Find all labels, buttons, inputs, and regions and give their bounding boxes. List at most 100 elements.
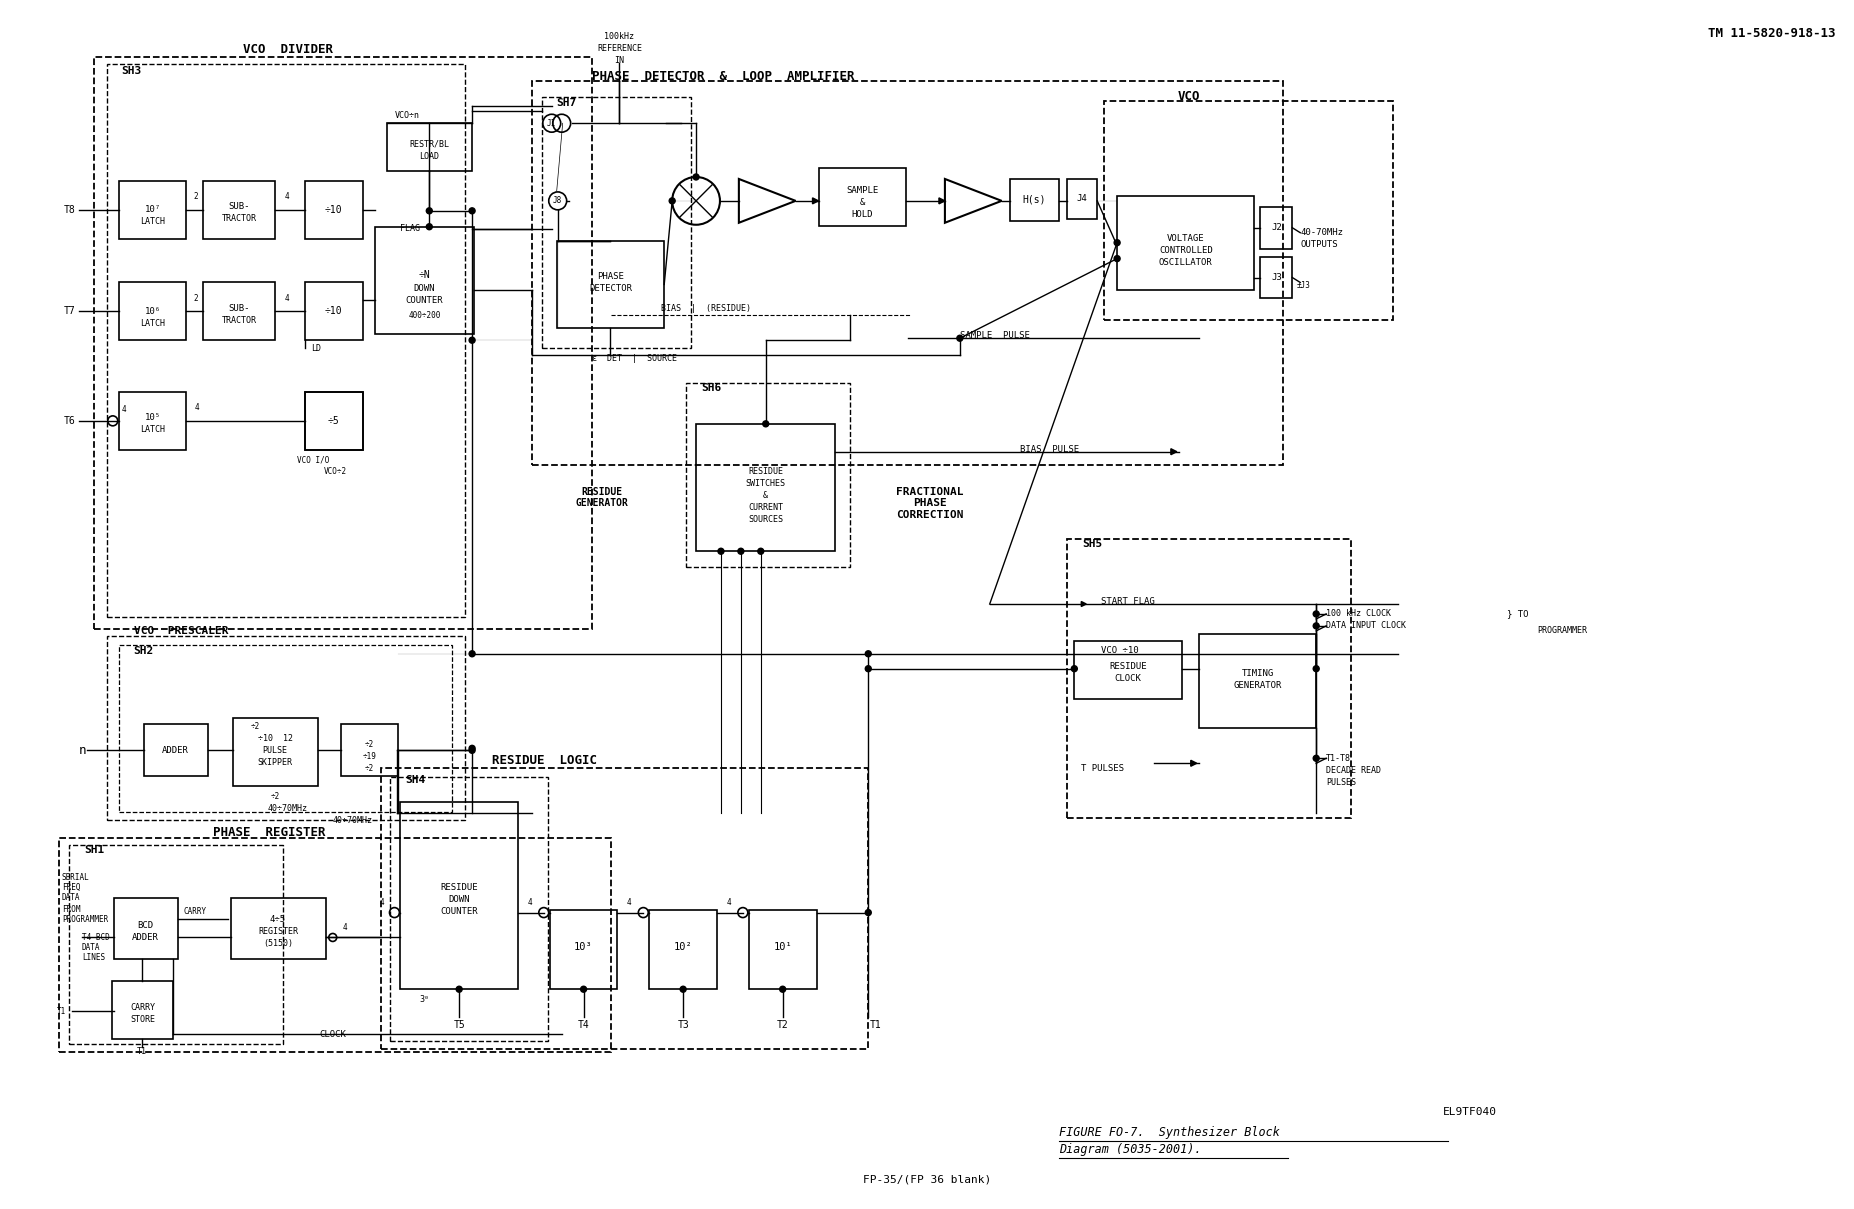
Text: 4: 4: [627, 898, 632, 907]
Bar: [304, 392, 363, 450]
Polygon shape: [1172, 449, 1177, 455]
Circle shape: [469, 747, 475, 753]
Text: FLAG: FLAG: [400, 224, 421, 233]
Text: VCO I/O: VCO I/O: [297, 455, 328, 464]
Text: 4: 4: [121, 405, 126, 415]
Bar: [95, 57, 591, 629]
Text: n: n: [78, 744, 85, 757]
Bar: [119, 181, 187, 238]
Circle shape: [866, 909, 871, 915]
Text: STORE: STORE: [130, 1014, 156, 1024]
Text: BIAS  |  (RESIDUE): BIAS | (RESIDUE): [662, 303, 751, 313]
Circle shape: [1072, 666, 1077, 672]
Text: ÷2: ÷2: [365, 764, 375, 773]
Bar: [204, 283, 274, 340]
Circle shape: [469, 746, 475, 751]
Text: ÷10: ÷10: [324, 204, 343, 215]
Text: 40÷70MHz: 40÷70MHz: [269, 804, 308, 812]
Text: FP-35/(FP 36 blank): FP-35/(FP 36 blank): [862, 1174, 992, 1185]
Text: PROGRAMMER: PROGRAMMER: [61, 915, 108, 924]
Text: 2: 2: [193, 192, 198, 202]
Text: SH1: SH1: [83, 845, 104, 855]
Bar: [113, 897, 178, 960]
Bar: [204, 181, 274, 238]
Text: SH3: SH3: [122, 66, 143, 76]
Circle shape: [469, 650, 475, 656]
Bar: [304, 283, 363, 340]
Text: LATCH: LATCH: [141, 426, 165, 434]
Text: LINES: LINES: [82, 953, 106, 962]
Bar: [304, 392, 363, 450]
Text: 10¹: 10¹: [773, 943, 792, 953]
Text: 40-70MHz: 40-70MHz: [1300, 229, 1344, 237]
Text: ±J3: ±J3: [1296, 280, 1311, 290]
Text: SKIPPER: SKIPPER: [258, 758, 293, 767]
Text: 4: 4: [195, 404, 200, 412]
Text: T5: T5: [452, 1020, 465, 1030]
Bar: [108, 64, 465, 617]
Text: CONTROLLED: CONTROLLED: [1159, 247, 1213, 255]
Bar: [1261, 207, 1292, 249]
Circle shape: [1313, 666, 1320, 672]
Text: (5150): (5150): [263, 939, 293, 948]
Circle shape: [866, 650, 871, 656]
Bar: [380, 768, 868, 1049]
Polygon shape: [1190, 760, 1196, 767]
Bar: [111, 982, 174, 1039]
Bar: [541, 98, 692, 348]
Polygon shape: [1081, 602, 1086, 607]
Bar: [1010, 179, 1059, 221]
Circle shape: [957, 335, 962, 341]
Bar: [1105, 102, 1392, 320]
Bar: [1068, 539, 1352, 818]
Text: T1: T1: [870, 1020, 881, 1030]
Text: ÷2: ÷2: [365, 740, 375, 748]
Text: J8: J8: [552, 196, 562, 206]
Text: T4 BCD: T4 BCD: [82, 933, 109, 942]
Text: 10³: 10³: [575, 943, 593, 953]
Text: 10⁵: 10⁵: [145, 413, 161, 422]
Text: 4: 4: [286, 192, 289, 202]
Text: DECADE READ: DECADE READ: [1326, 765, 1381, 775]
Text: IN: IN: [614, 56, 625, 65]
Text: PULSES: PULSES: [1326, 777, 1355, 787]
Text: CARRY: CARRY: [130, 1002, 156, 1012]
Bar: [649, 909, 717, 989]
Text: 10⁶: 10⁶: [145, 307, 161, 316]
Text: REGISTER: REGISTER: [258, 927, 298, 936]
Text: PULSE: PULSE: [263, 746, 287, 754]
Circle shape: [680, 987, 686, 993]
Text: COUNTER: COUNTER: [406, 296, 443, 305]
Text: J4: J4: [1077, 195, 1088, 203]
Text: CARRY: CARRY: [184, 907, 206, 916]
Text: T1: T1: [137, 1047, 146, 1057]
Text: SH6: SH6: [701, 383, 721, 393]
Text: ÷10: ÷10: [324, 306, 343, 317]
Text: PHASE: PHASE: [597, 272, 625, 280]
Circle shape: [693, 174, 699, 180]
Bar: [1261, 256, 1292, 299]
Text: CLOCK: CLOCK: [1114, 675, 1142, 683]
Text: FROM: FROM: [61, 906, 80, 914]
Text: T6: T6: [65, 416, 76, 426]
Text: LD: LD: [311, 343, 321, 353]
Text: 100kHz: 100kHz: [604, 33, 634, 41]
Text: DOWN: DOWN: [413, 284, 436, 293]
Text: SOURCES: SOURCES: [749, 515, 782, 523]
Text: DATA INPUT CLOCK: DATA INPUT CLOCK: [1326, 621, 1405, 630]
Circle shape: [738, 548, 743, 554]
Text: REFERENCE: REFERENCE: [597, 44, 641, 53]
Text: T2: T2: [777, 1020, 788, 1030]
Text: ÷5: ÷5: [328, 416, 339, 426]
Text: FRACTIONAL: FRACTIONAL: [895, 486, 964, 497]
Text: LATCH: LATCH: [141, 218, 165, 226]
Text: T1: T1: [57, 1007, 67, 1016]
Text: RESTR/BL: RESTR/BL: [410, 139, 449, 149]
Text: T PULSES: T PULSES: [1081, 764, 1124, 773]
Text: DATA: DATA: [82, 943, 100, 951]
Text: H(s): H(s): [1023, 195, 1046, 204]
Text: HOLD: HOLD: [851, 210, 873, 219]
Text: OUTPUTS: OUTPUTS: [1300, 241, 1339, 249]
Text: TRACTOR: TRACTOR: [222, 214, 256, 224]
Text: EL9TF040: EL9TF040: [1444, 1106, 1498, 1117]
